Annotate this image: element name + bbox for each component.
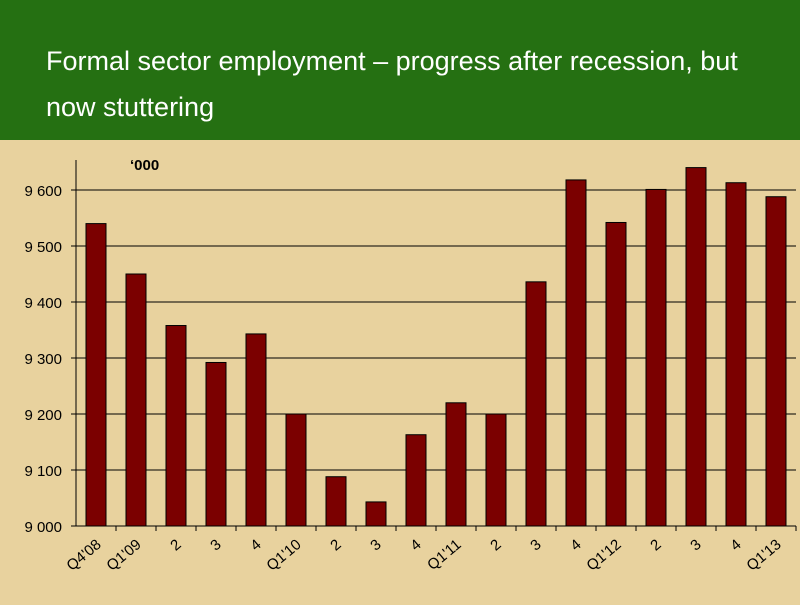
x-tick-label: 2 [487,536,504,554]
bar [205,361,227,527]
bar [325,476,347,527]
bar [285,413,307,527]
slide-title: Formal sector employment – progress afte… [46,46,738,122]
bar [165,325,187,527]
x-tick-label: 2 [167,536,184,554]
bar [525,281,547,527]
x-tick-label: Q1'11 [424,536,464,574]
y-tick-label: 9 600 [24,183,62,200]
bar [725,182,747,527]
bar [685,167,707,527]
x-tick-label: 3 [367,536,384,554]
x-tick-label: 4 [407,536,424,554]
bar [365,501,387,527]
x-tick-label: 2 [327,536,344,554]
bar [245,333,267,527]
x-tick-label: Q1'12 [583,536,624,574]
y-tick-label: 9 300 [24,351,62,368]
x-tick-label: Q1'13 [743,536,784,574]
y-tick-label: 9 000 [24,519,62,536]
bar [645,188,667,527]
bar [485,413,507,527]
bar [565,179,587,527]
x-tick-label: 4 [247,536,264,554]
x-tick-label: 3 [687,536,704,554]
x-tick-label: Q1'10 [263,536,304,574]
unit-label: ‘000 [130,157,159,174]
x-tick-label: 4 [727,536,744,554]
y-tick-label: 9 500 [24,239,62,256]
bar [605,221,627,527]
x-tick-label: Q1'09 [103,536,144,574]
bar [405,434,427,527]
x-tick-label: 2 [647,536,664,554]
bar [85,223,107,527]
y-tick-label: 9 400 [24,295,62,312]
y-tick-label: 9 200 [24,407,62,424]
bar [125,273,147,527]
x-tick-label: 3 [207,536,224,554]
bar [445,402,467,527]
chart-area: ‘000 9 000 9 100 9 200 9 300 9 400 9 500 9 600… [0,140,800,600]
title-bar: Formal sector employment – progress afte… [0,0,800,140]
bar-chart: ‘000 9 000 9 100 9 200 9 300 9 400 9 500 9 600… [24,157,797,574]
x-tick-label: 3 [527,536,544,554]
y-tick-label: 9 100 [24,463,62,480]
bar [765,196,787,527]
x-tick-label: 4 [567,536,584,554]
x-tick-label: Q4'08 [63,536,104,574]
